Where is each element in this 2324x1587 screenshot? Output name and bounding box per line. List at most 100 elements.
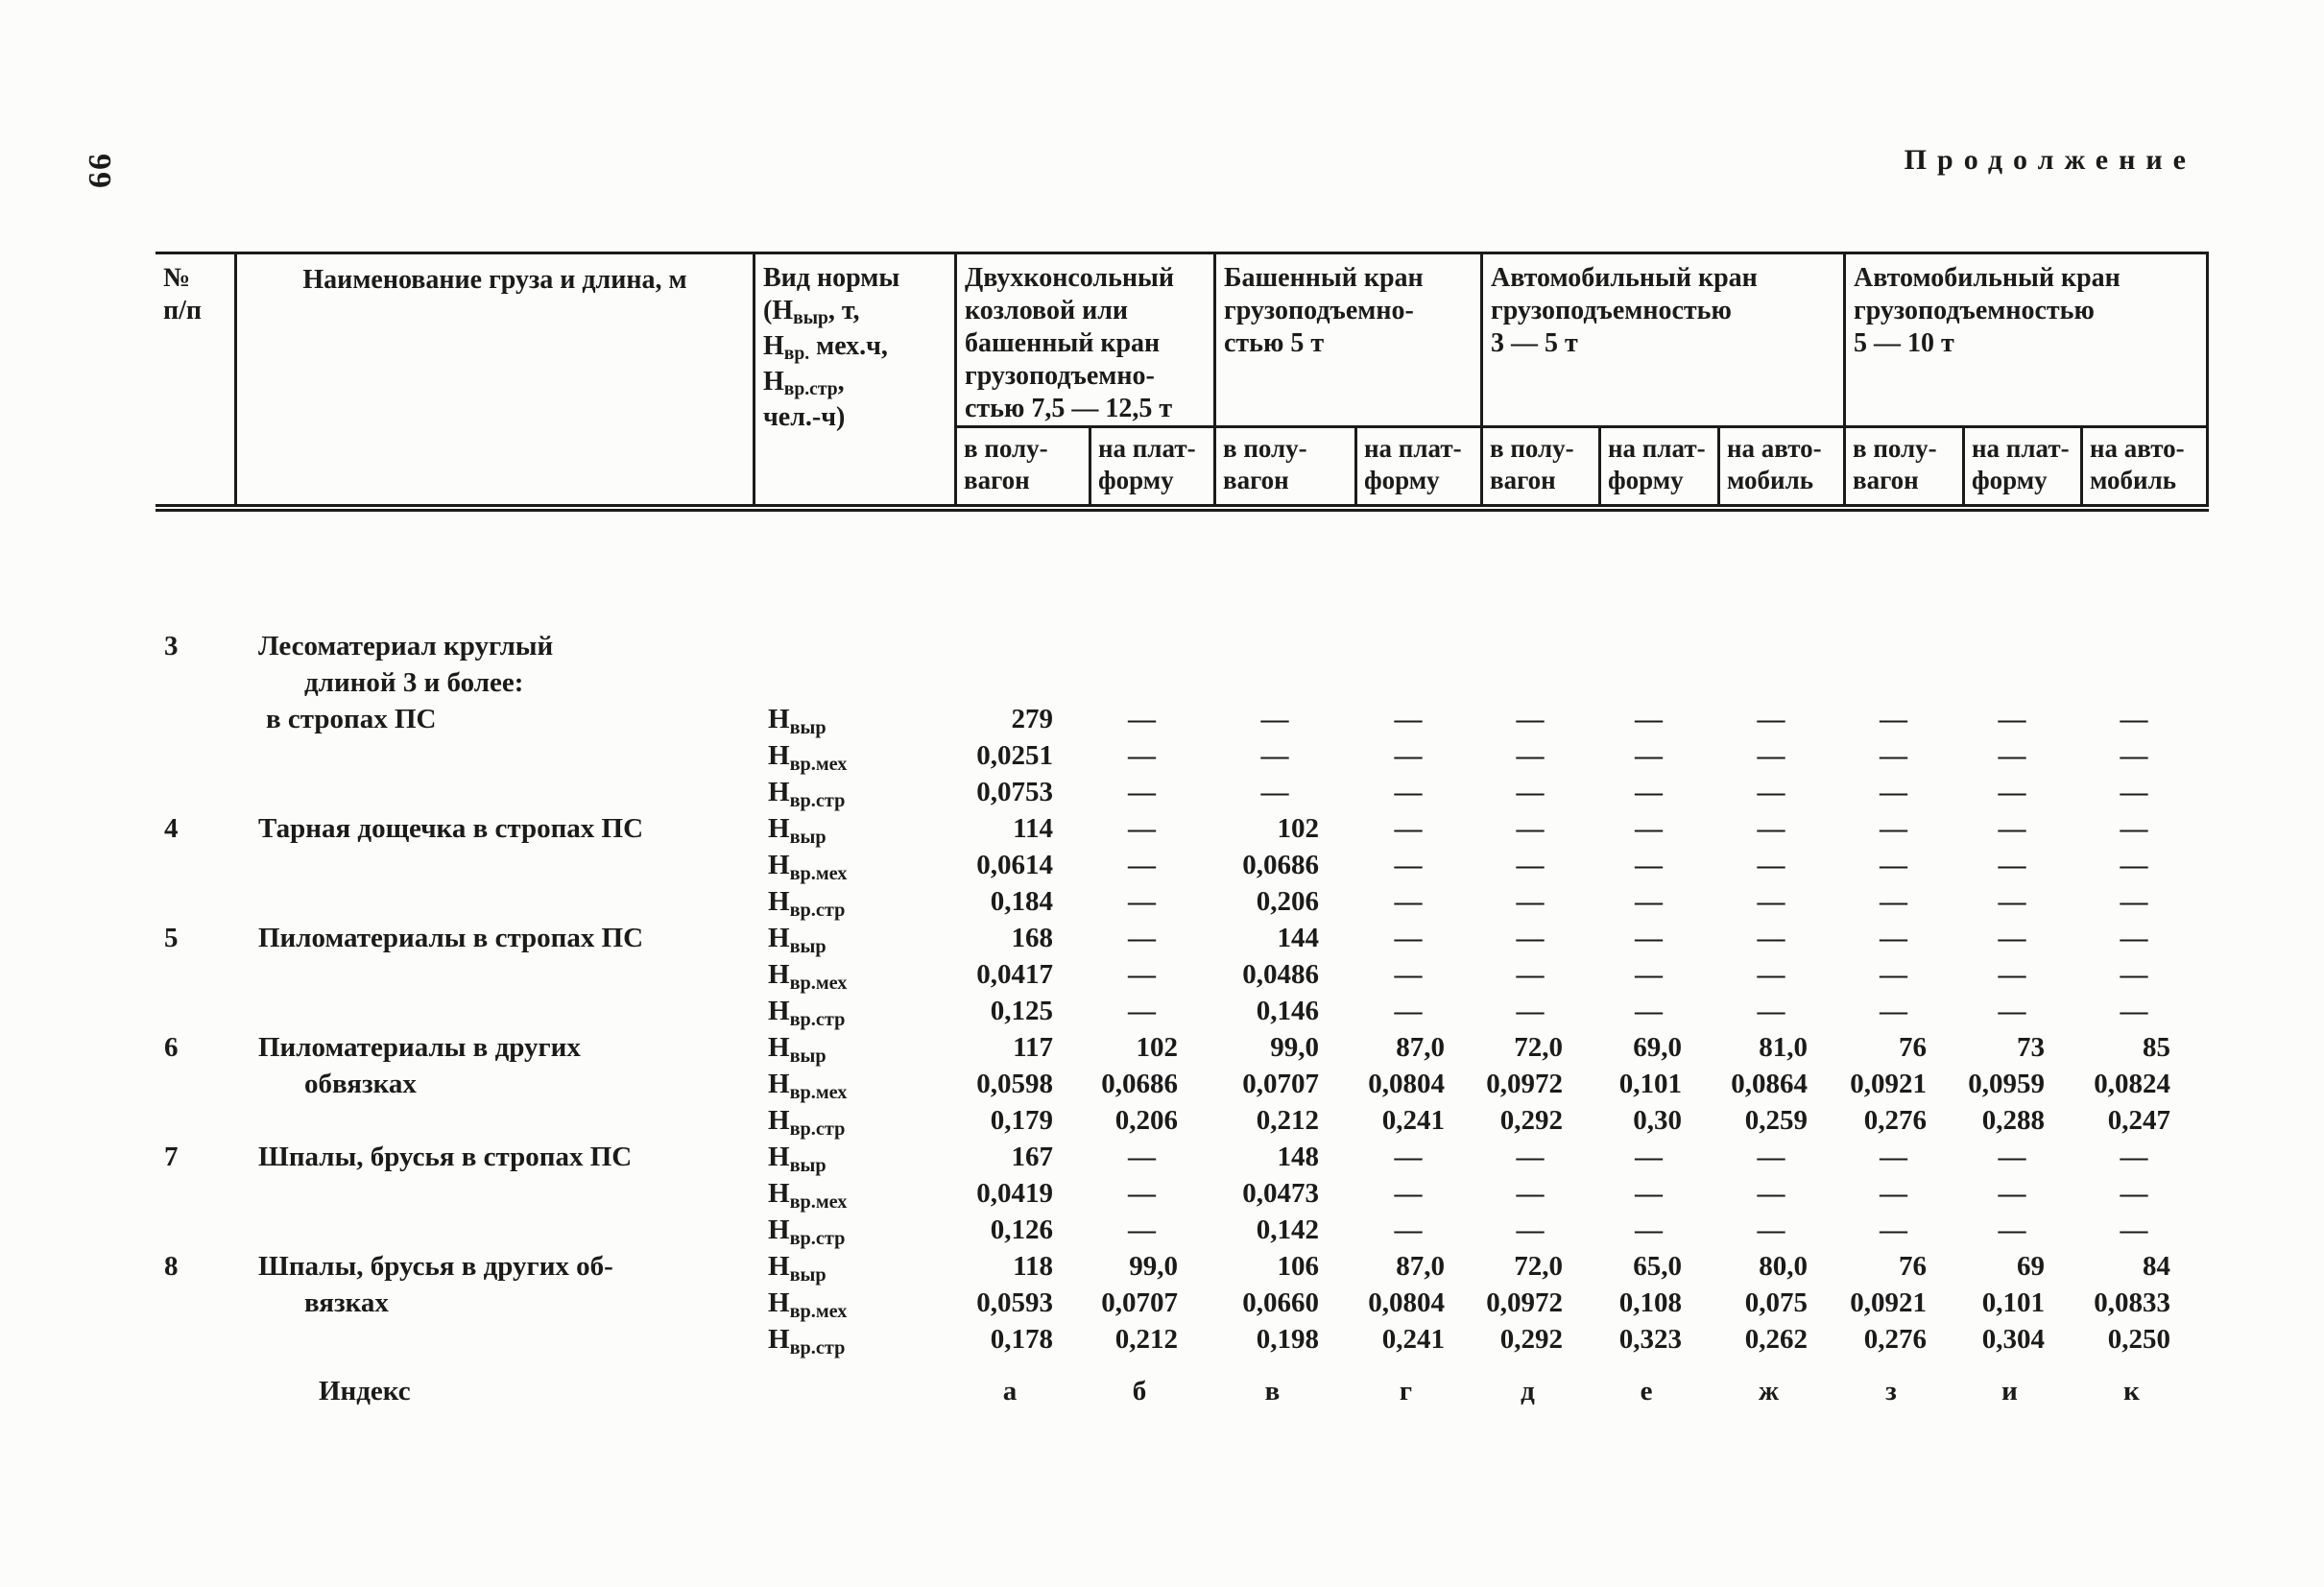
header-line: Наименование груза и длина, м <box>302 265 687 295</box>
value-cell: — <box>1516 923 1545 953</box>
cargo-name: Лесоматериал круглый <box>258 631 554 661</box>
header-line: 3 — 5 т <box>1491 328 1578 358</box>
value-cell: 0,0833 <box>2094 1287 2170 1318</box>
value-cell: — <box>1516 959 1545 990</box>
value-cell: 0,108 <box>1618 1287 1682 1318</box>
value-cell <box>1091 664 1216 701</box>
norm-subscript: вр.стр <box>789 1008 846 1030</box>
norms-table: № п/п Наименование груза и длина, м Вид … <box>156 252 2209 1409</box>
index-row: Индекс а б в г д е ж з и к <box>156 1373 2209 1409</box>
value-cell <box>1357 664 1483 701</box>
header-line: вагон <box>1853 466 1919 494</box>
value-cell <box>1091 628 1216 664</box>
norm-symbol: Н <box>768 850 790 880</box>
value-cell: — <box>1516 1214 1545 1245</box>
value-cell: 0,250 <box>2107 1324 2170 1355</box>
header-line: вагон <box>1223 466 1289 494</box>
value-cell: 0,0707 <box>1242 1069 1319 1099</box>
value-cell: 0,259 <box>1744 1105 1808 1136</box>
row-number <box>156 1066 237 1105</box>
norm-subscript: выр <box>789 1154 827 1176</box>
table-body: 3 Лесоматериал круглый длиной 3 и более: в … <box>156 512 2209 1409</box>
value-cell: — <box>2120 923 2148 953</box>
value-cell: 144 <box>1277 923 1320 953</box>
value-cell: — <box>1128 1214 1156 1245</box>
value-cell: — <box>1260 740 1289 771</box>
table-row: Нвр.мех 0,0614 — 0,0686 — — — — — — — <box>156 847 2209 884</box>
header-line: грузоподъемностью <box>1854 296 2095 325</box>
value-cell: — <box>1998 886 2026 917</box>
table-row: Нвр.стр 0,0753 — — — — — — — — — <box>156 774 2209 811</box>
header-line: п/п <box>163 296 203 325</box>
value-cell: — <box>1998 923 2026 953</box>
header-subcolumn-gondola: в полу- вагон <box>1216 428 1357 504</box>
row-number <box>156 1285 237 1324</box>
header-subcolumn-flatcar: на плат- форму <box>1965 428 2083 504</box>
value-cell: — <box>1757 704 1785 734</box>
value-cell: 76 <box>1899 1032 1927 1063</box>
header-line: стью 7,5 — 12,5 т <box>965 394 1173 423</box>
value-cell: 0,212 <box>1256 1105 1319 1136</box>
page-number: 66 <box>83 152 118 188</box>
value-cell: — <box>1128 740 1156 771</box>
header-line: Башенный кран <box>1224 263 1424 293</box>
value-cell: 0,126 <box>990 1214 1053 1245</box>
index-value: д <box>1521 1376 1535 1407</box>
index-value: з <box>1885 1376 1897 1407</box>
value-cell: — <box>1635 777 1663 807</box>
header-line: на плат- <box>1972 434 2070 463</box>
header-subcolumn-flatcar: на плат- форму <box>1357 428 1483 504</box>
value-cell: — <box>1998 1214 2026 1245</box>
header-col-cargo-name: Наименование груза и длина, м <box>237 254 755 504</box>
value-cell: 102 <box>1136 1032 1179 1063</box>
header-line: Нвр.стр, <box>763 366 946 401</box>
value-cell: — <box>1880 996 1907 1026</box>
value-cell: 80,0 <box>1759 1251 1808 1282</box>
cargo-name <box>237 956 755 996</box>
table-row: 8 Шпалы, брусья в других об- Нвыр 118 99,0 10… <box>156 1248 2209 1286</box>
index-value: и <box>2001 1376 2018 1407</box>
value-cell: 106 <box>1277 1251 1320 1282</box>
value-cell: — <box>1998 1142 2026 1172</box>
value-cell: 0,241 <box>1381 1105 1445 1136</box>
value-cell: 76 <box>1899 1251 1927 1282</box>
value-cell: 0,0959 <box>1968 1069 2045 1099</box>
value-cell: 99,0 <box>1129 1251 1178 1282</box>
norm-subscript: вр.мех <box>789 862 848 884</box>
value-cell: — <box>2120 813 2148 844</box>
cargo-name <box>237 1321 755 1360</box>
table-row: в стропах ПС Нвыр 279 — — — — — — — — — <box>156 701 2209 738</box>
value-cell: — <box>1635 1142 1663 1172</box>
value-cell: 0,101 <box>1618 1069 1682 1099</box>
value-cell <box>1846 628 1965 664</box>
norm-subscript: выр <box>789 826 827 848</box>
cargo-name: Шпалы, брусья в других об- <box>258 1251 613 1282</box>
value-cell: — <box>1394 1214 1423 1245</box>
value-cell: — <box>1635 1214 1663 1245</box>
value-cell: 117 <box>1013 1032 1053 1063</box>
norm-symbol: Н <box>768 923 790 953</box>
norm-symbol: Н <box>768 1251 790 1282</box>
norm-symbol: Н <box>768 1287 790 1318</box>
value-cell: — <box>1394 1142 1423 1172</box>
value-cell: — <box>1757 777 1785 807</box>
cargo-name: Пиломатериалы в других <box>258 1032 581 1063</box>
norm-symbol: (Н <box>763 296 794 325</box>
index-value: б <box>1132 1376 1147 1407</box>
value-cell: 168 <box>1011 923 1054 953</box>
value-cell: — <box>1394 923 1423 953</box>
value-cell <box>1483 664 1601 701</box>
value-cell: — <box>1394 740 1423 771</box>
header-line: форму <box>1098 466 1174 494</box>
row-number <box>156 664 237 701</box>
value-cell: 0,206 <box>1114 1105 1178 1136</box>
value-cell: — <box>2120 959 2148 990</box>
value-cell: — <box>1516 886 1545 917</box>
norm-symbol: Н <box>768 1324 790 1355</box>
table-row: длиной 3 и более: <box>156 664 2209 701</box>
value-cell: 102 <box>1277 813 1320 844</box>
header-subcolumn-gondola: в полу- вагон <box>1846 428 1965 504</box>
value-cell: — <box>1128 996 1156 1026</box>
value-cell: — <box>1635 1178 1663 1209</box>
header-line: в полу- <box>1853 434 1937 463</box>
